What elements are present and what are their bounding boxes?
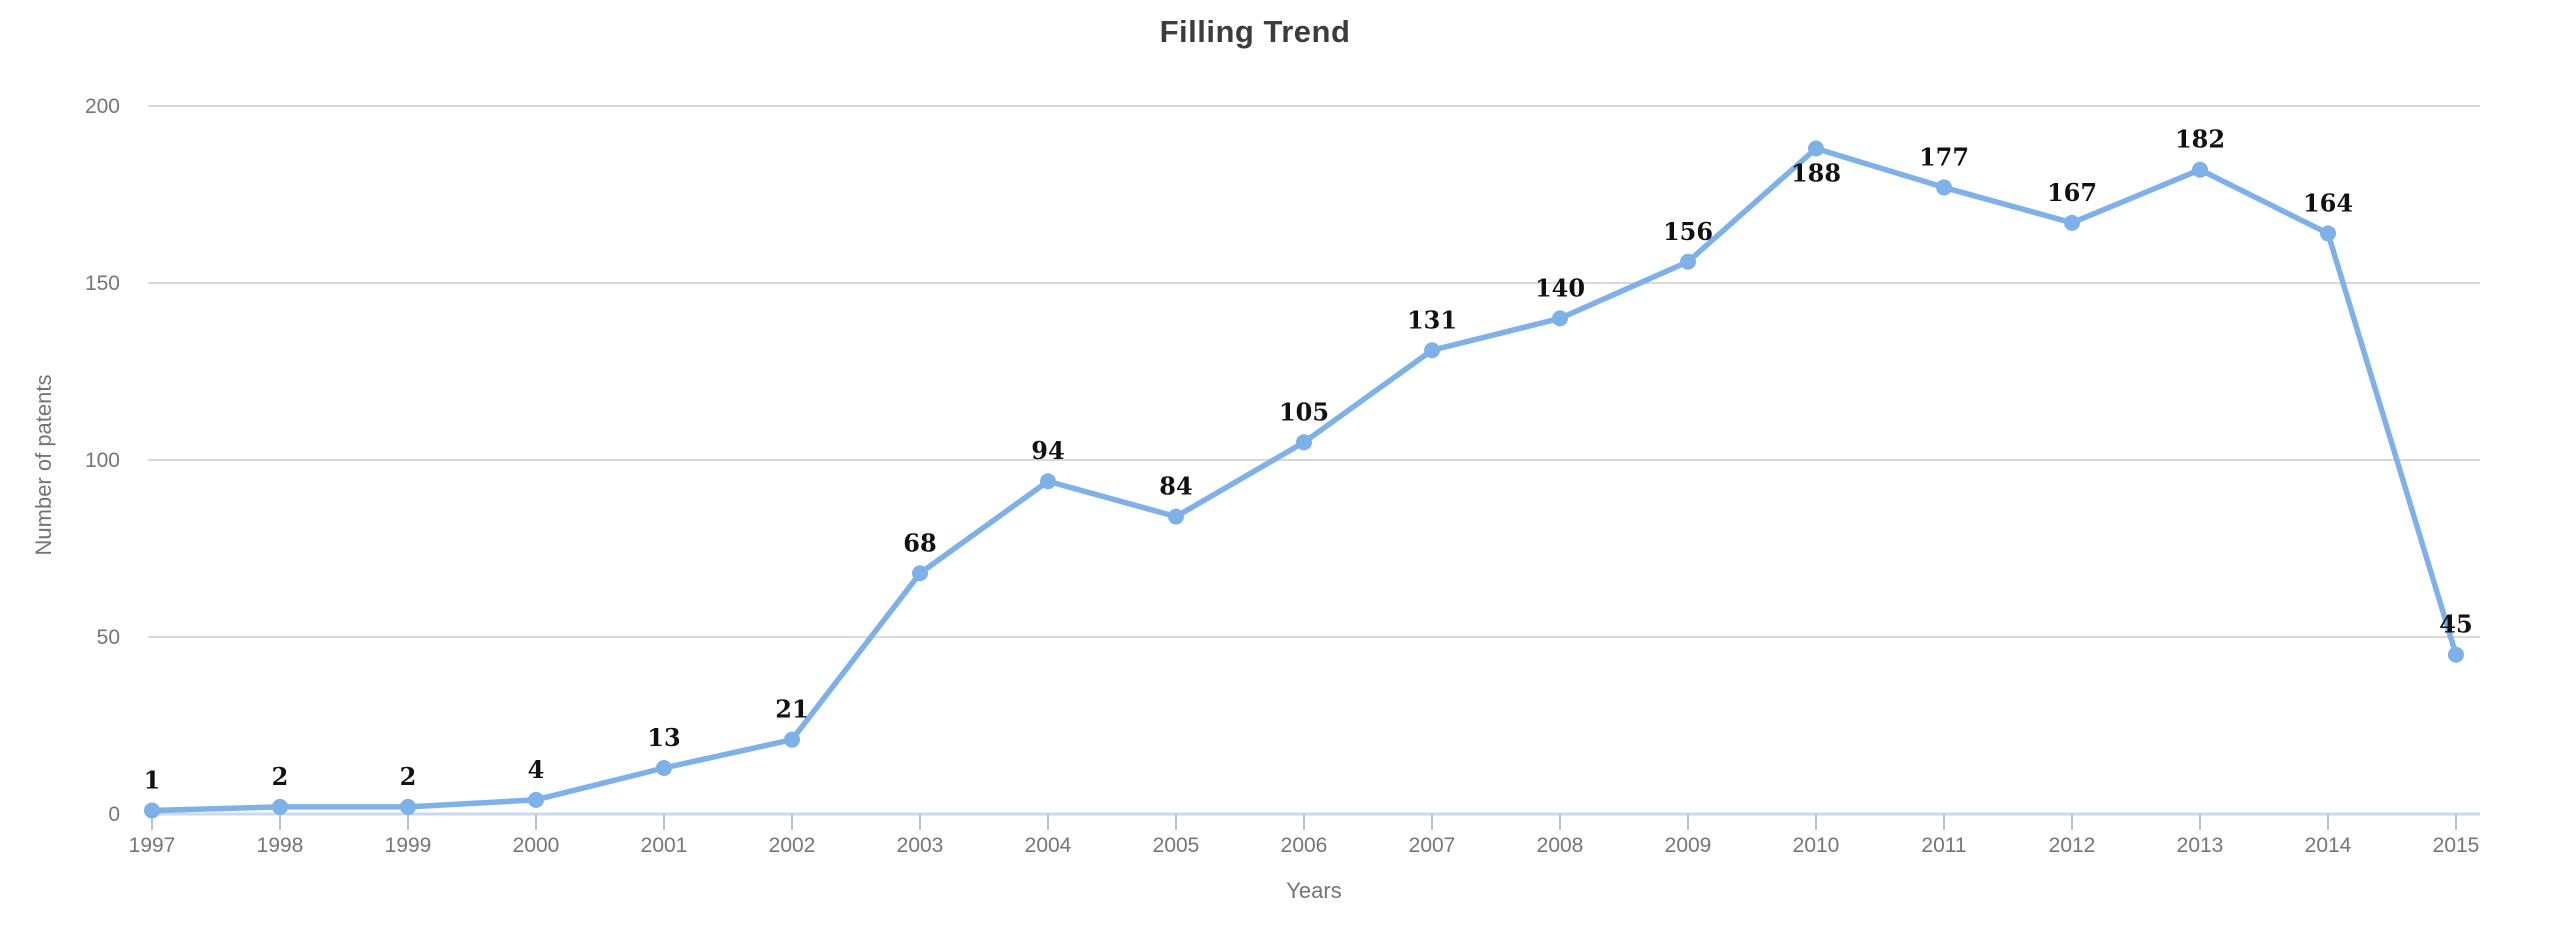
y-tick-label: 50 <box>97 626 120 649</box>
data-label: 188 <box>1791 158 1841 187</box>
data-label: 45 <box>2439 610 2472 639</box>
data-label: 105 <box>1279 397 1329 426</box>
data-point-2005[interactable] <box>1168 508 1184 525</box>
data-point-2012[interactable] <box>2064 214 2080 231</box>
x-tick-label: 2006 <box>1281 834 1328 857</box>
data-label: 177 <box>1919 142 1969 171</box>
data-label: 94 <box>1031 436 1064 465</box>
x-axis-title: Years <box>1286 878 1342 903</box>
data-point-2004[interactable] <box>1040 473 1056 490</box>
data-label: 84 <box>1159 472 1192 501</box>
data-point-1997[interactable] <box>144 802 160 819</box>
x-tick-label: 2015 <box>2433 834 2480 857</box>
data-label: 182 <box>2175 125 2225 154</box>
x-tick-label: 2009 <box>1665 834 1712 857</box>
data-label: 13 <box>647 723 680 752</box>
data-label: 167 <box>2047 178 2097 207</box>
data-point-2015[interactable] <box>2448 646 2464 663</box>
data-point-2007[interactable] <box>1424 342 1440 359</box>
y-axis-title: Number of patents <box>31 374 56 556</box>
data-point-2009[interactable] <box>1680 253 1696 270</box>
data-point-1999[interactable] <box>400 798 416 815</box>
data-point-2010[interactable] <box>1808 140 1824 157</box>
x-tick-label: 2010 <box>1793 834 1840 857</box>
chart-title: Filling Trend <box>1159 14 1351 49</box>
x-tick-label: 2011 <box>1921 834 1966 857</box>
data-point-2011[interactable] <box>1936 179 1952 196</box>
x-tick-label: 2008 <box>1537 834 1584 857</box>
x-tick-label: 2002 <box>769 834 816 857</box>
data-label: 4 <box>528 755 545 784</box>
data-label: 164 <box>2303 188 2353 217</box>
x-tick-label: 2007 <box>1409 834 1456 857</box>
x-tick-label: 2014 <box>2305 834 2352 857</box>
data-label: 68 <box>903 528 936 557</box>
y-tick-label: 100 <box>85 449 120 472</box>
y-tick-label: 200 <box>85 95 120 118</box>
data-label: 2 <box>272 762 289 791</box>
data-label: 1 <box>144 765 161 794</box>
data-label: 21 <box>775 695 808 724</box>
data-point-2002[interactable] <box>784 731 800 748</box>
data-label: 2 <box>400 762 417 791</box>
data-point-2008[interactable] <box>1552 310 1568 327</box>
x-tick-label: 1998 <box>257 834 304 857</box>
x-tick-label: 2012 <box>2049 834 2096 857</box>
x-tick-label: 2003 <box>897 834 944 857</box>
data-point-2013[interactable] <box>2192 161 2208 178</box>
x-tick-label: 1997 <box>129 834 176 857</box>
x-tick-label: 2004 <box>1025 834 1072 857</box>
data-point-1998[interactable] <box>272 798 288 815</box>
data-point-2014[interactable] <box>2320 225 2336 242</box>
data-point-2001[interactable] <box>656 759 672 776</box>
data-label: 140 <box>1535 273 1585 302</box>
data-point-2006[interactable] <box>1296 434 1312 451</box>
x-tick-label: 2013 <box>2177 834 2224 857</box>
x-tick-label: 2005 <box>1153 834 1200 857</box>
y-tick-label: 150 <box>85 272 120 295</box>
data-label: 131 <box>1407 305 1457 334</box>
x-tick-label: 2001 <box>641 834 688 857</box>
data-point-2000[interactable] <box>528 791 544 808</box>
x-tick-label: 2000 <box>513 834 560 857</box>
data-label: 156 <box>1663 217 1713 246</box>
y-tick-label: 0 <box>108 803 120 826</box>
x-tick-label: 1999 <box>385 834 432 857</box>
trend-line <box>149 145 2459 814</box>
data-point-2003[interactable] <box>912 565 928 582</box>
